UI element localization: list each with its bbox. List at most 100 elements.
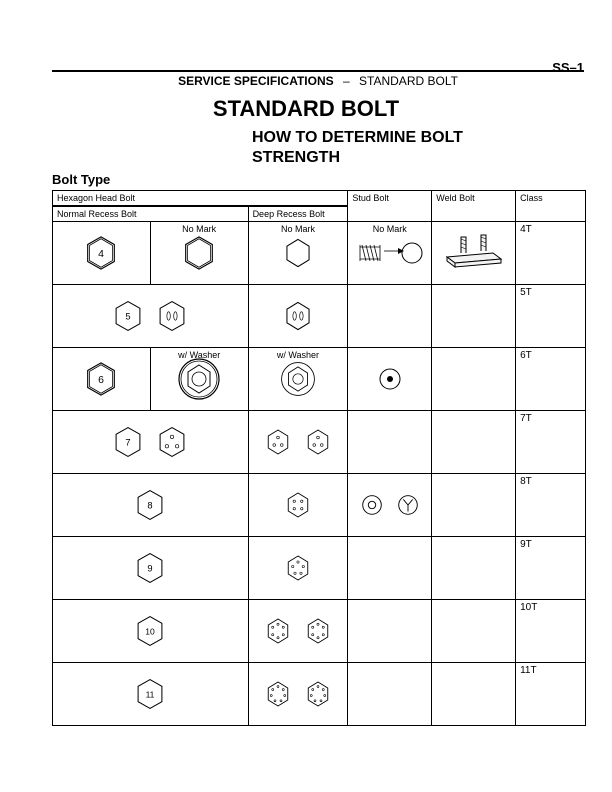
hexagon-slot-icon [281,299,315,333]
svg-text:11: 11 [146,689,155,699]
cell-deep-11t [248,663,348,726]
cell-stud-9t [348,537,432,600]
cell-weld-8t [432,474,516,537]
hexagon-bolt-icon: 9 [133,551,167,585]
page-title: STANDARD BOLT [0,96,612,122]
cell-deep-10t [248,600,348,663]
cell-hex-8t: 8 [53,474,249,537]
stud-dot-icon [376,365,404,393]
hexagon-quad-icon [283,490,313,520]
cell-deep-8t [248,474,348,537]
cell-hex-7t: 7 [53,411,249,474]
cell-hex-11t: 11 [53,663,249,726]
col-hex-head: Hexagon Head Bolt [53,191,348,207]
col-normal-recess: Normal Recess Bolt [53,206,249,222]
cell-weld-7t [432,411,516,474]
svg-text:9: 9 [148,563,153,573]
col-class: Class [516,191,586,222]
table-row: 8 [53,474,586,537]
cell-hex-nomark-4t: No Mark [150,222,248,285]
hexagon-washer-icon [177,357,221,401]
hexagon-bolt-icon: 5 [111,299,145,333]
svg-text:10: 10 [146,626,156,636]
table-row: 9 9T [53,537,586,600]
bolt-table: Hexagon Head Bolt Stud Bolt Weld Bolt Cl… [52,190,586,726]
stud-ring-icon [359,492,385,518]
hexagon-outline-icon [281,236,315,270]
cell-hex-10t: 10 [53,600,249,663]
class-cell: 7T [516,411,586,474]
hexagon-hept-icon [303,679,333,709]
cell-stud-10t [348,600,432,663]
cell-weld-4t [432,222,516,285]
hexagon-bolt-icon: 10 [133,614,167,648]
stud-y-icon [395,492,421,518]
hexagon-outline-icon [180,234,218,272]
hexagon-hex-icon [263,616,293,646]
hexagon-hept-icon [263,679,293,709]
table-row: 5 5T [53,285,586,348]
class-cell: 6T [516,348,586,411]
cell-deep-7t [248,411,348,474]
cell-hex-4t: 4 [53,222,151,285]
hexagon-bolt-icon: 8 [133,488,167,522]
table-row: 4 No Mark No Mark No Mark [53,222,586,285]
class-cell: 8T [516,474,586,537]
cell-stud-4t: No Mark [348,222,432,285]
class-cell: 11T [516,663,586,726]
cell-hex-6t: 6 [53,348,151,411]
hexagon-washer-icon [279,360,317,398]
hexagon-tri-icon [155,425,189,459]
cell-hex-5t: 5 [53,285,249,348]
class-cell: 5T [516,285,586,348]
class-cell: 10T [516,600,586,663]
table-row: 11 [53,663,586,726]
hexagon-bolt-icon: 6 [82,360,120,398]
cell-stud-6t [348,348,432,411]
table-row: 10 [53,600,586,663]
svg-text:6: 6 [98,375,104,386]
col-deep-recess: Deep Recess Bolt [248,206,348,222]
cell-stud-11t [348,663,432,726]
cell-weld-6t [432,348,516,411]
table-row: 6 w/ Washer w/ Washer [53,348,586,411]
table-header-row-1: Hexagon Head Bolt Stud Bolt Weld Bolt Cl… [53,191,586,207]
stud-bolt-icon [354,233,426,273]
page-subtitle: HOW TO DETERMINE BOLT STRENGTH [252,128,532,168]
cell-stud-5t [348,285,432,348]
cell-weld-5t [432,285,516,348]
cell-stud-8t [348,474,432,537]
header-separator: – [343,74,350,88]
bolt-type-label: Bolt Type [52,172,110,187]
cell-deep-6t: w/ Washer [248,348,348,411]
col-weld: Weld Bolt [432,191,516,222]
class-cell: 9T [516,537,586,600]
svg-text:7: 7 [126,437,131,447]
header-bar: SERVICE SPECIFICATIONS – STANDARD BOLT [52,70,584,88]
cell-hex-9t: 9 [53,537,249,600]
hexagon-slot-icon [155,299,189,333]
hexagon-bolt-icon: 4 [82,234,120,272]
hexagon-hex-icon [303,616,333,646]
cell-deep-5t [248,285,348,348]
col-stud: Stud Bolt [348,191,432,222]
cell-weld-10t [432,600,516,663]
weld-bolt-icon [439,231,509,275]
class-cell: 4T [516,222,586,285]
table-row: 7 [53,411,586,474]
cell-hex-washer-6t: w/ Washer [150,348,248,411]
cell-weld-9t [432,537,516,600]
hexagon-tri-icon [303,427,333,457]
hexagon-tri-icon [263,427,293,457]
hexagon-bolt-icon: 11 [133,677,167,711]
hexagon-bolt-icon: 7 [111,425,145,459]
hexagon-penta-icon [283,553,313,583]
cell-deep-9t [248,537,348,600]
cell-stud-7t [348,411,432,474]
svg-text:4: 4 [98,249,104,260]
svg-text:5: 5 [126,311,131,321]
cell-weld-11t [432,663,516,726]
svg-text:8: 8 [148,500,153,510]
header-section: SERVICE SPECIFICATIONS [178,74,334,88]
header-topic: STANDARD BOLT [359,74,458,88]
